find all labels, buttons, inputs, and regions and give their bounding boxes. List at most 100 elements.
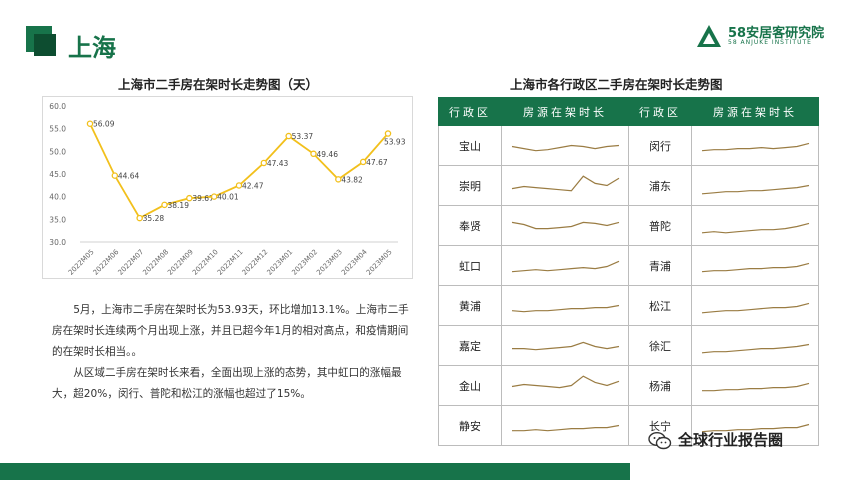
sparkline-series: [701, 184, 810, 195]
y-tick-label: 35.0: [49, 215, 66, 224]
district-name: 普陀: [628, 205, 692, 246]
table-row: 宝山 闵行: [438, 125, 819, 166]
sparkline-chart: [701, 302, 810, 314]
sparkline-chart: [701, 423, 810, 433]
district-sparkline-cell: [691, 285, 819, 326]
sparkline-chart: [701, 343, 810, 354]
district-sparkline-cell: [501, 165, 629, 206]
description: 5月，上海市二手房在架时长为53.93天，环比增加13.1%。上海市二手房在架时…: [52, 300, 414, 405]
table-header-row: 行政区 房源在架时长 行政区 房源在架时长: [438, 97, 819, 126]
x-tick-label: 2022M05: [67, 248, 96, 277]
table-row: 黄浦 松江: [438, 285, 819, 326]
district-name: 徐汇: [628, 325, 692, 366]
data-point: [186, 194, 193, 202]
district-sparkline-cell: [691, 165, 819, 206]
sparkline-chart: [511, 375, 620, 389]
header-district-1: 行政区: [438, 97, 502, 126]
x-tick-label: 2023M02: [290, 248, 319, 277]
sparkline-series: [511, 175, 620, 192]
district-sparkline-cell: [691, 405, 819, 446]
sparkline-chart: [512, 341, 620, 351]
district-sparkline-cell: [691, 365, 819, 406]
data-point: [359, 158, 367, 166]
sparkline-series: [701, 142, 810, 152]
sparkline-chart: [701, 184, 810, 195]
table-row: 金山 杨浦: [438, 365, 819, 406]
district-name: 青浦: [628, 245, 692, 286]
data-label: 42.47: [242, 181, 264, 190]
sparkline-series: [701, 343, 810, 354]
logo-sub-text: 58 ANJUKE INSTITUTE: [728, 39, 812, 46]
sparkline-chart: [511, 304, 620, 313]
data-point: [235, 182, 243, 189]
y-tick-label: 55.0: [49, 125, 66, 134]
header-trend-2: 房源在架时长: [691, 97, 819, 126]
data-label: 47.67: [366, 158, 388, 167]
sparkline-series: [701, 222, 810, 234]
anjuke-logo-icon: [697, 25, 721, 47]
data-point: [111, 172, 119, 179]
district-sparkline-cell: [501, 205, 629, 246]
sparkline-chart: [701, 262, 810, 273]
sparkline-series: [511, 260, 620, 273]
x-tick-label: 2023M01: [265, 248, 294, 277]
x-tick-label: 2022M09: [166, 248, 195, 277]
district-name: 崇明: [438, 165, 502, 206]
sparkline-series: [701, 423, 810, 433]
district-sparkline-cell: [691, 125, 819, 166]
district-name: 浦东: [628, 165, 692, 206]
district-name: 黄浦: [438, 285, 502, 326]
x-tick-label: 2022M11: [216, 248, 245, 277]
district-sparkline-cell: [501, 365, 629, 406]
x-tick-label: 2023M05: [365, 248, 394, 277]
district-sparkline-cell: [501, 125, 629, 166]
district-name: 虹口: [438, 245, 502, 286]
district-sparkline-cell: [691, 205, 819, 246]
data-label: 47.43: [267, 159, 289, 168]
header-district-2: 行政区: [628, 97, 692, 126]
district-sparkline-cell: [501, 285, 629, 326]
data-point: [161, 201, 168, 209]
header-trend-1: 房源在架时长: [501, 97, 629, 126]
sparkline-series: [512, 341, 620, 351]
table-row: 奉贤 普陀: [438, 205, 819, 246]
line-chart-frame: [42, 96, 413, 279]
data-label: 44.64: [118, 172, 140, 181]
sparkline-chart: [511, 221, 620, 230]
data-point: [136, 214, 143, 222]
description-paragraph-2: 从区域二手房在架时长来看，全面出现上涨的态势，其中虹口的涨幅最大，超20%，闵行…: [52, 367, 402, 400]
data-label: 56.09: [93, 120, 115, 129]
y-tick-label: 40.0: [49, 193, 66, 202]
data-label: 38.19: [168, 201, 190, 210]
y-tick-label: 30.0: [49, 238, 66, 247]
data-point: [384, 130, 392, 137]
y-tick-label: 60.0: [49, 102, 66, 111]
footer-bar-cutout: [630, 463, 853, 480]
sparkline-chart: [511, 260, 620, 273]
district-table-wrap: 行政区 房源在架时长 行政区 房源在架时长 宝山 闵行 崇明 浦东 奉贤 普陀 虹口 青浦 黄浦…: [438, 97, 819, 446]
description-paragraph-1: 5月，上海市二手房在架时长为53.93天，环比增加13.1%。上海市二手房在架时…: [52, 304, 409, 358]
sparkline-chart: [512, 424, 620, 432]
district-name: 奉贤: [438, 205, 502, 246]
sparkline-series: [511, 375, 620, 389]
data-label: 39.67: [192, 194, 214, 203]
sparkline-chart: [702, 382, 810, 392]
x-tick-label: 2022M12: [241, 248, 270, 277]
data-label: 53.37: [292, 132, 314, 141]
district-sparkline-cell: [691, 245, 819, 286]
district-sparkline-cell: [691, 325, 819, 366]
data-point: [86, 120, 94, 127]
district-sparkline-cell: [501, 405, 629, 446]
x-tick-label: 2023M03: [315, 248, 344, 277]
sparkline-series: [701, 302, 810, 314]
district-sparkline-cell: [501, 245, 629, 286]
district-name: 松江: [628, 285, 692, 326]
sparkline-chart: [511, 175, 620, 192]
district-name: 宝山: [438, 125, 502, 166]
x-tick-label: 2022M10: [191, 248, 220, 277]
sparkline-series: [511, 221, 620, 230]
brand-logo: 58安居客研究院 58 ANJUKE INSTITUTE: [696, 22, 836, 52]
y-tick-label: 50.0: [49, 147, 66, 156]
sparkline-series: [702, 382, 810, 392]
sparkline-chart: [701, 142, 810, 152]
